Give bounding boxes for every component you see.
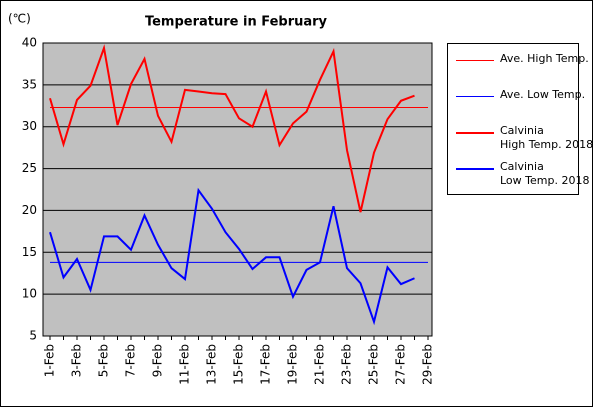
y-tick-label: 15 xyxy=(22,245,37,259)
series-line xyxy=(49,187,415,326)
legend-swatch xyxy=(456,96,494,97)
y-axis-label: (℃) xyxy=(8,12,31,26)
x-tick-label: 1-Feb xyxy=(43,344,57,377)
series-line xyxy=(49,44,415,213)
x-tick-label: 25-Feb xyxy=(367,344,381,385)
legend-swatch xyxy=(456,132,494,134)
plot-area xyxy=(42,42,433,337)
x-tick-label: 29-Feb xyxy=(421,344,435,385)
chart-title: Temperature in February xyxy=(145,15,328,30)
x-tick-label: 11-Feb xyxy=(178,344,192,385)
y-tick-label: 5 xyxy=(29,329,37,343)
x-tick-label: 23-Feb xyxy=(340,344,354,385)
y-tick-label: 20 xyxy=(22,203,37,217)
legend-swatch xyxy=(456,168,494,170)
x-tick-label: 5-Feb xyxy=(97,344,111,377)
x-tick-label: 13-Feb xyxy=(205,344,219,385)
x-tick-label: 17-Feb xyxy=(259,344,273,385)
legend-label: Ave. Low Temp. xyxy=(500,88,586,101)
y-tick-label: 30 xyxy=(22,119,37,133)
legend-label: Calvinia High Temp. 2018 xyxy=(500,124,593,151)
legend-label: Calvinia Low Temp. 2018 xyxy=(500,160,590,187)
y-tick-label: 40 xyxy=(22,36,37,50)
x-tick-label: 21-Feb xyxy=(313,344,327,385)
legend-swatch xyxy=(456,60,494,61)
x-tick-label: 27-Feb xyxy=(394,344,408,385)
y-tick-label: 25 xyxy=(22,161,37,175)
x-tick-label: 3-Feb xyxy=(70,344,84,377)
x-tick-label: 9-Feb xyxy=(151,344,165,377)
x-tick-label: 15-Feb xyxy=(232,344,246,385)
x-tick-label: 19-Feb xyxy=(286,344,300,385)
legend-label: Ave. High Temp. xyxy=(500,52,589,65)
x-tick-label: 7-Feb xyxy=(124,344,138,377)
y-tick-label: 35 xyxy=(22,77,37,91)
legend: Ave. High Temp. Ave. Low Temp. Calvinia Hi… xyxy=(447,43,593,195)
y-tick-label: 10 xyxy=(22,287,37,301)
